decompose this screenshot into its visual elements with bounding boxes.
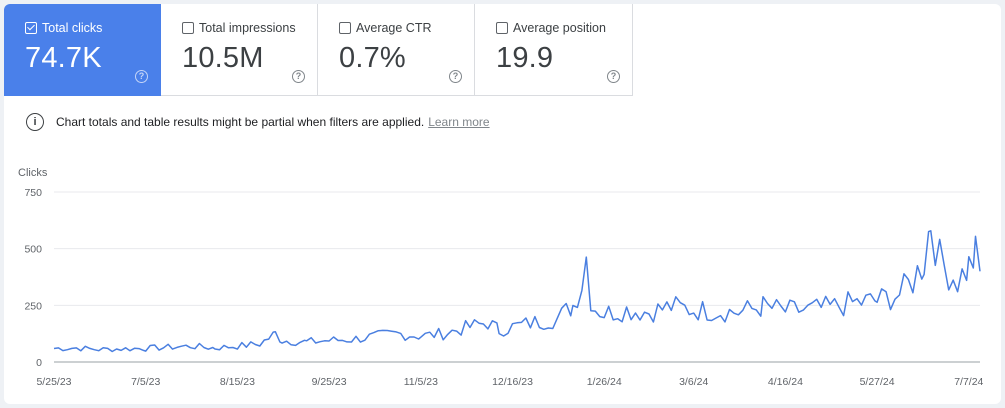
learn-more-link[interactable]: Learn more [428, 115, 490, 129]
metric-total-clicks[interactable]: Total clicks 74.7K ? [4, 4, 161, 96]
x-tick-label: 9/25/23 [312, 376, 347, 388]
x-tick-label: 11/5/23 [404, 376, 438, 388]
help-icon[interactable]: ? [607, 70, 620, 83]
clicks-series-line [53, 230, 981, 353]
help-icon[interactable]: ? [449, 70, 462, 83]
x-tick-label: 1/26/24 [587, 376, 622, 388]
y-axis-label: Clicks [18, 167, 48, 179]
metric-label: Total clicks [42, 21, 103, 35]
metric-value: 74.7K [25, 42, 102, 74]
metric-label: Average position [513, 21, 606, 35]
metric-value: 19.9 [496, 42, 554, 74]
y-tick-label: 250 [24, 300, 42, 312]
checkbox-icon[interactable] [496, 22, 508, 34]
checkbox-icon[interactable] [182, 22, 194, 34]
y-tick-label: 0 [36, 357, 42, 369]
checkbox-checked-icon[interactable] [25, 22, 37, 34]
partial-data-notice: i Chart totals and table results might b… [26, 112, 490, 132]
performance-card: Total clicks 74.7K ? Total impressions 1… [4, 4, 1001, 404]
x-tick-label: 5/25/23 [36, 376, 71, 388]
x-tick-label: 7/7/24 [954, 376, 983, 388]
info-icon: i [26, 113, 44, 131]
x-tick-label: 7/5/23 [131, 376, 160, 388]
help-icon[interactable]: ? [135, 70, 148, 83]
metric-value: 10.5M [182, 42, 264, 74]
x-tick-label: 8/15/23 [220, 376, 255, 388]
metric-average-position[interactable]: Average position 19.9 ? [475, 4, 633, 96]
y-tick-label: 500 [24, 244, 42, 256]
x-tick-label: 3/6/24 [679, 376, 708, 388]
metric-tabs: Total clicks 74.7K ? Total impressions 1… [4, 4, 633, 96]
metric-total-impressions[interactable]: Total impressions 10.5M ? [161, 4, 318, 96]
metric-label: Average CTR [356, 21, 432, 35]
checkbox-icon[interactable] [339, 22, 351, 34]
metric-average-ctr[interactable]: Average CTR 0.7% ? [318, 4, 475, 96]
y-tick-label: 750 [24, 187, 42, 199]
notice-text: Chart totals and table results might be … [56, 115, 425, 129]
metric-value: 0.7% [339, 42, 406, 74]
x-tick-label: 5/27/24 [860, 376, 895, 388]
x-tick-label: 4/16/24 [768, 376, 803, 388]
metric-label: Total impressions [199, 21, 296, 35]
help-icon[interactable]: ? [292, 70, 305, 83]
clicks-line-chart: Clicks 750 500 250 0 5/25/23 7/5/23 8/15/23 9/2… [18, 167, 984, 388]
x-tick-label: 12/16/23 [492, 376, 533, 388]
